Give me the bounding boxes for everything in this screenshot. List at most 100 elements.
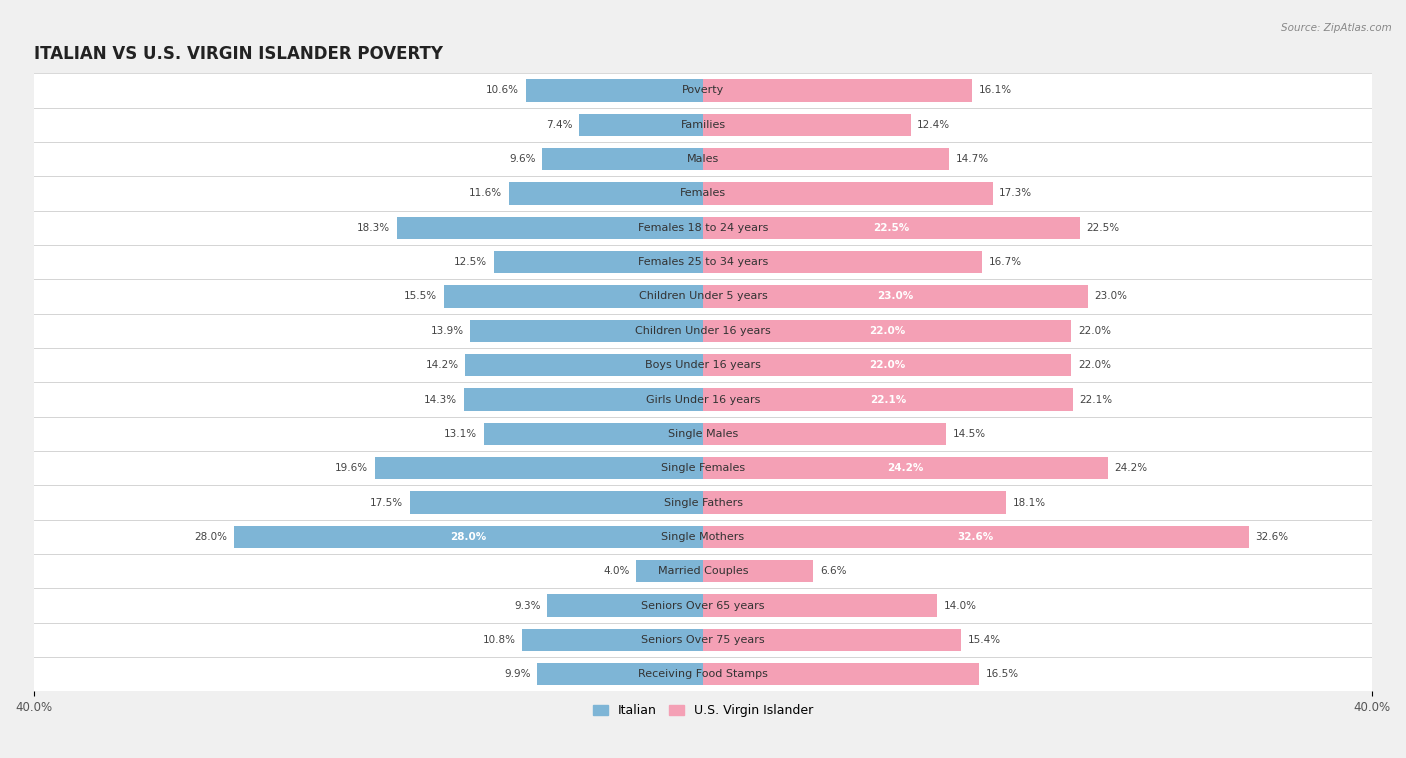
Text: Seniors Over 75 years: Seniors Over 75 years <box>641 635 765 645</box>
Text: 6.6%: 6.6% <box>820 566 846 576</box>
Text: Females 18 to 24 years: Females 18 to 24 years <box>638 223 768 233</box>
Bar <box>465 354 703 376</box>
Text: 23.0%: 23.0% <box>1095 292 1128 302</box>
Text: 22.5%: 22.5% <box>873 223 910 233</box>
Bar <box>526 80 703 102</box>
Bar <box>703 182 993 205</box>
Text: 22.5%: 22.5% <box>1087 223 1119 233</box>
Text: Children Under 16 years: Children Under 16 years <box>636 326 770 336</box>
Bar <box>537 663 703 685</box>
Text: Single Males: Single Males <box>668 429 738 439</box>
Bar <box>0 623 1406 657</box>
Text: 13.1%: 13.1% <box>444 429 477 439</box>
Bar <box>0 245 1406 279</box>
Text: Single Fathers: Single Fathers <box>664 497 742 508</box>
Text: 9.6%: 9.6% <box>509 154 536 164</box>
Bar <box>0 657 1406 691</box>
Text: 16.7%: 16.7% <box>990 257 1022 267</box>
Text: 19.6%: 19.6% <box>335 463 368 473</box>
Text: 23.0%: 23.0% <box>877 292 914 302</box>
Text: 9.9%: 9.9% <box>505 669 530 679</box>
Text: Boys Under 16 years: Boys Under 16 years <box>645 360 761 370</box>
Text: Single Females: Single Females <box>661 463 745 473</box>
Text: 18.1%: 18.1% <box>1012 497 1046 508</box>
Text: 24.2%: 24.2% <box>887 463 924 473</box>
Text: ITALIAN VS U.S. VIRGIN ISLANDER POVERTY: ITALIAN VS U.S. VIRGIN ISLANDER POVERTY <box>34 45 443 64</box>
Text: 14.0%: 14.0% <box>943 600 977 611</box>
Bar <box>396 217 703 239</box>
Text: 14.2%: 14.2% <box>426 360 458 370</box>
Bar <box>0 588 1406 623</box>
Text: 11.6%: 11.6% <box>470 189 502 199</box>
Bar <box>0 142 1406 177</box>
Text: 7.4%: 7.4% <box>546 120 572 130</box>
Bar <box>703 526 1249 548</box>
Bar <box>0 485 1406 520</box>
Bar <box>375 457 703 479</box>
Text: 22.0%: 22.0% <box>1078 360 1111 370</box>
Bar <box>0 108 1406 142</box>
Bar <box>0 177 1406 211</box>
Bar <box>0 279 1406 314</box>
Text: 28.0%: 28.0% <box>194 532 228 542</box>
Bar <box>0 348 1406 382</box>
Bar <box>703 285 1088 308</box>
Bar <box>484 423 703 445</box>
Bar <box>636 560 703 582</box>
Text: 22.0%: 22.0% <box>869 326 905 336</box>
Bar <box>703 114 911 136</box>
Bar <box>579 114 703 136</box>
Text: Girls Under 16 years: Girls Under 16 years <box>645 394 761 405</box>
Bar <box>703 388 1073 411</box>
Text: 24.2%: 24.2% <box>1115 463 1147 473</box>
Text: 17.3%: 17.3% <box>1000 189 1032 199</box>
Text: 18.3%: 18.3% <box>357 223 389 233</box>
Bar <box>703 594 938 617</box>
Text: Females 25 to 34 years: Females 25 to 34 years <box>638 257 768 267</box>
Text: 13.9%: 13.9% <box>430 326 464 336</box>
Bar <box>703 251 983 274</box>
Text: 22.1%: 22.1% <box>1080 394 1112 405</box>
Text: 9.3%: 9.3% <box>515 600 541 611</box>
Text: 15.5%: 15.5% <box>404 292 437 302</box>
Text: Receiving Food Stamps: Receiving Food Stamps <box>638 669 768 679</box>
Bar <box>235 526 703 548</box>
Bar <box>703 320 1071 342</box>
Bar <box>703 457 1108 479</box>
Bar <box>703 560 814 582</box>
Bar <box>703 80 973 102</box>
Text: 15.4%: 15.4% <box>967 635 1001 645</box>
Bar <box>443 285 703 308</box>
Bar <box>0 382 1406 417</box>
Text: 14.3%: 14.3% <box>423 394 457 405</box>
Bar <box>522 629 703 651</box>
Bar <box>703 354 1071 376</box>
Text: 12.4%: 12.4% <box>917 120 950 130</box>
Text: Females: Females <box>681 189 725 199</box>
Bar <box>547 594 703 617</box>
Text: 16.5%: 16.5% <box>986 669 1019 679</box>
Text: 32.6%: 32.6% <box>957 532 994 542</box>
Bar <box>703 148 949 171</box>
Text: Males: Males <box>688 154 718 164</box>
Text: 32.6%: 32.6% <box>1256 532 1288 542</box>
Bar <box>543 148 703 171</box>
Text: Families: Families <box>681 120 725 130</box>
Bar <box>471 320 703 342</box>
Text: Children Under 5 years: Children Under 5 years <box>638 292 768 302</box>
Bar <box>494 251 703 274</box>
Text: 22.1%: 22.1% <box>870 394 905 405</box>
Bar <box>0 74 1406 108</box>
Text: Source: ZipAtlas.com: Source: ZipAtlas.com <box>1281 23 1392 33</box>
Text: 12.5%: 12.5% <box>454 257 486 267</box>
Bar <box>0 211 1406 245</box>
Bar <box>0 520 1406 554</box>
Bar <box>703 491 1005 514</box>
Text: 16.1%: 16.1% <box>979 86 1012 96</box>
Bar <box>703 663 979 685</box>
Legend: Italian, U.S. Virgin Islander: Italian, U.S. Virgin Islander <box>588 700 818 722</box>
Text: Poverty: Poverty <box>682 86 724 96</box>
Text: 22.0%: 22.0% <box>869 360 905 370</box>
Bar <box>703 629 960 651</box>
Bar <box>464 388 703 411</box>
